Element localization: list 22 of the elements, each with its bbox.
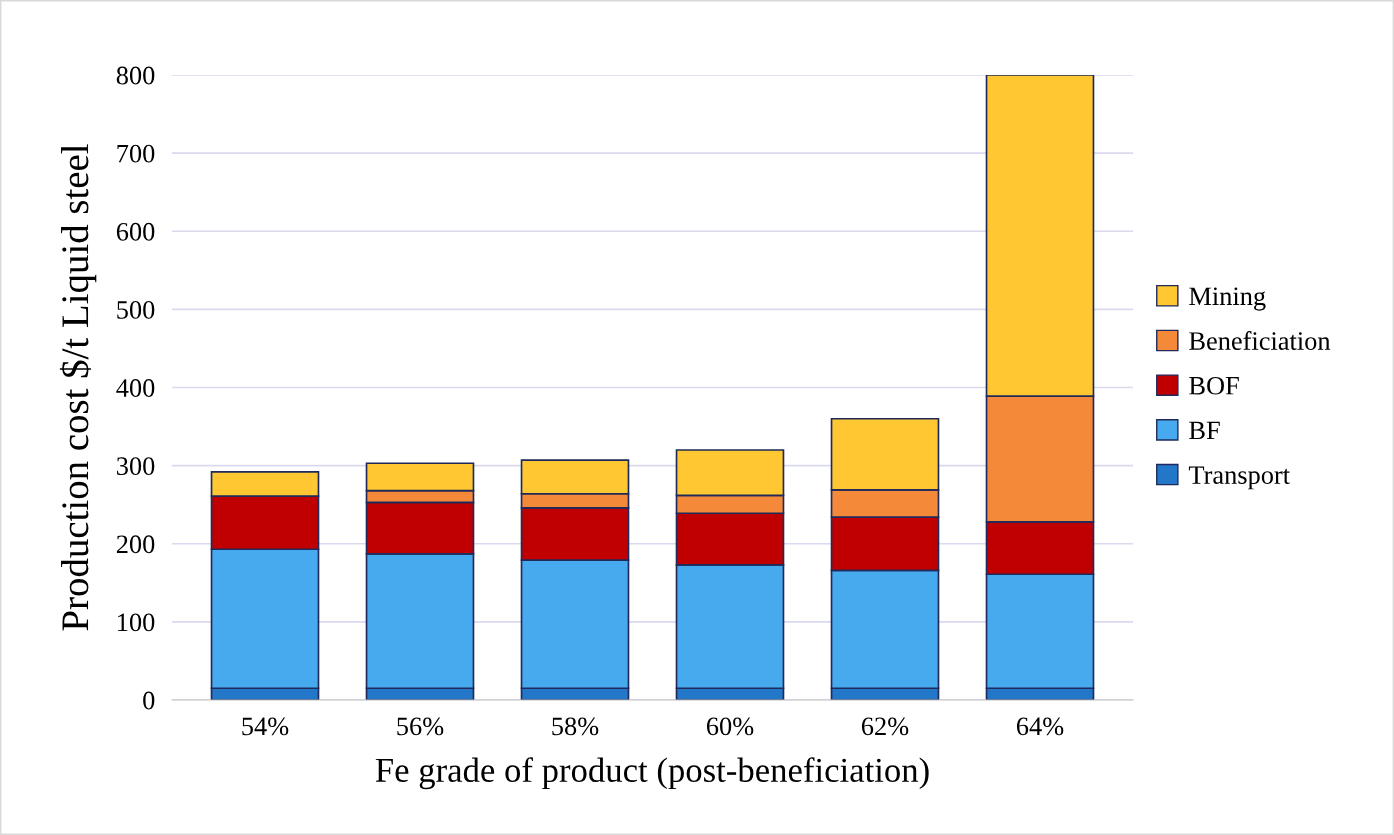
y-tick-label: 500 xyxy=(117,300,155,319)
y-tick-label: 300 xyxy=(117,457,155,476)
y-tick-label: 200 xyxy=(116,535,155,554)
legend-label: Transport xyxy=(1188,466,1290,490)
legend-label: Beneficiation xyxy=(1189,331,1331,350)
x-tick-label: 56% xyxy=(397,717,444,736)
y-tick-label: 400 xyxy=(116,379,155,397)
y-tick-label: 700 xyxy=(117,144,155,163)
x-tick-label: 58% xyxy=(552,717,599,736)
x-tick-label: 64% xyxy=(1016,717,1064,736)
legend-label: BF xyxy=(1189,421,1220,440)
x-tick-label: 54% xyxy=(242,717,289,736)
x-tick-label: 60% xyxy=(706,717,754,736)
y-tick-label: 800 xyxy=(116,66,155,85)
y-axis-title: Production cost $/t Liquid steel xyxy=(59,144,97,631)
y-tick-label: 100 xyxy=(118,613,155,632)
x-tick-label: 62% xyxy=(861,717,909,736)
y-tick-label: 0 xyxy=(143,691,155,710)
legend-label: Mining xyxy=(1189,287,1266,311)
x-axis-title: Fe grade of product (post-beneficiation) xyxy=(375,757,929,790)
y-tick-label: 600 xyxy=(116,222,155,241)
legend-label: BOF xyxy=(1189,376,1239,395)
